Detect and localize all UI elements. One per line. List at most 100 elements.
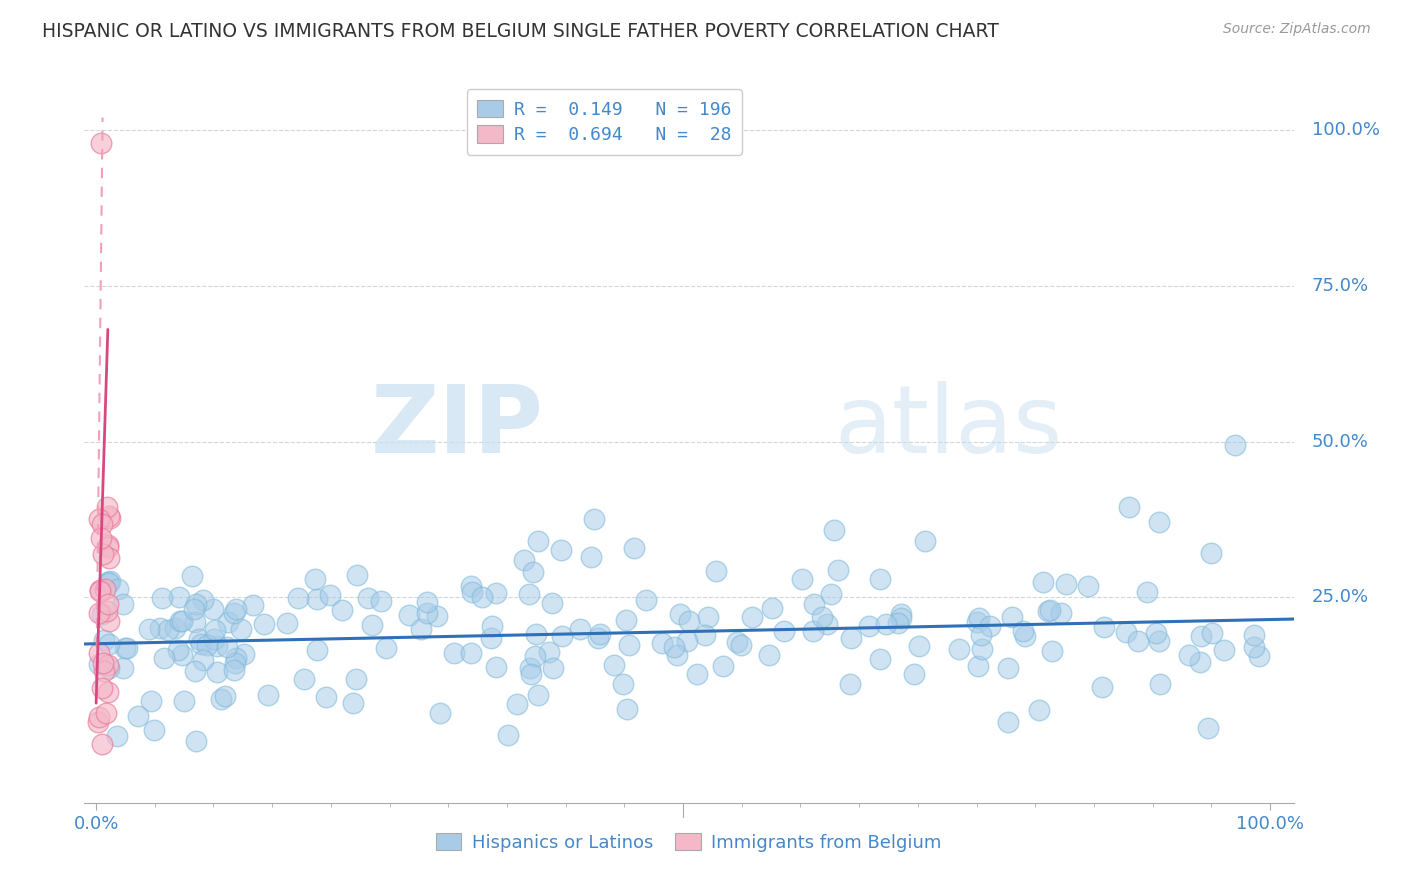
Point — [479, 631, 502, 645]
Point — [224, 656, 246, 670]
Point — [1243, 628, 1265, 642]
Point — [665, 648, 688, 663]
Point — [623, 541, 645, 555]
Point — [1032, 575, 1054, 590]
Point — [969, 628, 991, 642]
Point — [257, 688, 280, 702]
Point — [150, 591, 173, 605]
Point — [1040, 644, 1063, 658]
Point — [253, 617, 276, 632]
Text: 25.0%: 25.0% — [1312, 588, 1369, 607]
Point — [429, 706, 451, 721]
Text: atlas: atlas — [834, 381, 1063, 473]
Point — [811, 610, 834, 624]
Point — [152, 650, 174, 665]
Point — [222, 663, 245, 677]
Point — [91, 657, 114, 671]
Point — [1038, 604, 1060, 618]
Point — [89, 607, 111, 621]
Point — [87, 715, 110, 730]
Point — [966, 615, 988, 629]
Point — [675, 634, 697, 648]
Point — [741, 610, 763, 624]
Point — [193, 593, 215, 607]
Point — [1243, 640, 1265, 655]
Point — [330, 603, 353, 617]
Point — [948, 641, 970, 656]
Point — [360, 618, 382, 632]
Point — [97, 685, 120, 699]
Point — [617, 638, 640, 652]
Point — [225, 602, 247, 616]
Point — [527, 688, 550, 702]
Point — [725, 634, 748, 648]
Point — [89, 582, 111, 597]
Point — [636, 593, 658, 607]
Point — [443, 646, 465, 660]
Point — [184, 597, 207, 611]
Point — [1201, 546, 1223, 560]
Point — [87, 657, 110, 671]
Point — [190, 637, 212, 651]
Point — [163, 621, 186, 635]
Point — [1147, 634, 1170, 648]
Point — [169, 614, 191, 628]
Point — [969, 611, 991, 625]
Point — [204, 623, 226, 637]
Point — [112, 661, 135, 675]
Point — [820, 587, 842, 601]
Point — [538, 645, 561, 659]
Point — [761, 601, 783, 615]
Point — [485, 585, 508, 599]
Point — [551, 629, 574, 643]
Point — [520, 667, 543, 681]
Point — [758, 648, 780, 662]
Point — [1054, 577, 1077, 591]
Point — [524, 649, 547, 664]
Point — [730, 638, 752, 652]
Point — [1197, 722, 1219, 736]
Point — [139, 694, 162, 708]
Point — [1247, 648, 1270, 663]
Point — [342, 696, 364, 710]
Point — [801, 624, 824, 639]
Point — [823, 523, 845, 537]
Point — [1223, 437, 1246, 451]
Point — [540, 596, 562, 610]
Text: ZIP: ZIP — [371, 381, 544, 473]
Point — [651, 636, 673, 650]
Point — [98, 510, 121, 524]
Point — [96, 538, 118, 552]
Point — [711, 658, 734, 673]
Point — [229, 622, 252, 636]
Point — [107, 729, 129, 743]
Point — [612, 677, 634, 691]
Point — [89, 512, 111, 526]
Point — [1092, 620, 1115, 634]
Point — [914, 534, 936, 549]
Point — [513, 553, 536, 567]
Point — [678, 614, 700, 628]
Point — [346, 568, 368, 582]
Point — [1177, 648, 1199, 662]
Point — [979, 619, 1001, 633]
Point — [603, 658, 626, 673]
Point — [815, 616, 838, 631]
Point — [202, 632, 225, 646]
Point — [94, 706, 117, 721]
Point — [304, 572, 326, 586]
Point — [97, 658, 120, 673]
Point — [426, 608, 449, 623]
Point — [890, 607, 912, 622]
Point — [1077, 579, 1099, 593]
Point — [997, 661, 1019, 675]
Point — [183, 615, 205, 630]
Point — [970, 642, 993, 657]
Point — [319, 589, 342, 603]
Point — [519, 587, 541, 601]
Point — [149, 621, 172, 635]
Point — [170, 648, 193, 662]
Text: 100.0%: 100.0% — [1312, 121, 1379, 139]
Point — [704, 564, 727, 578]
Point — [96, 500, 118, 515]
